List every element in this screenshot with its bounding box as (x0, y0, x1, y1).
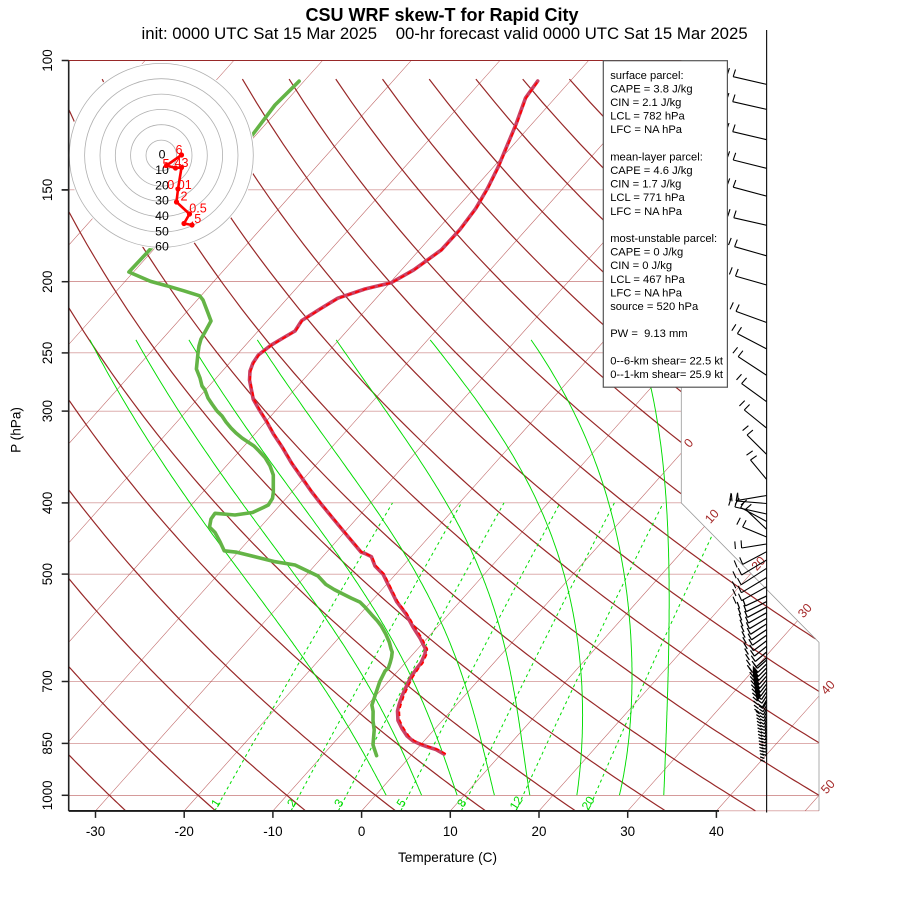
svg-text:43: 43 (174, 156, 188, 170)
svg-text:700: 700 (40, 670, 55, 692)
svg-text:200: 200 (40, 271, 55, 293)
svg-text:most-unstable parcel:: most-unstable parcel: (610, 233, 717, 245)
svg-text:30: 30 (620, 824, 635, 839)
svg-text:PW = 9.13 mm: PW = 9.13 mm (610, 328, 687, 340)
svg-text:-30: -30 (86, 824, 105, 839)
svg-text:mean-layer parcel:: mean-layer parcel: (610, 151, 703, 163)
svg-text:CAPE = 4.6 J/kg: CAPE = 4.6 J/kg (610, 165, 692, 177)
svg-text:0: 0 (358, 824, 365, 839)
svg-text:2: 2 (180, 189, 187, 203)
svg-text:6: 6 (175, 143, 182, 157)
svg-text:P (hPa): P (hPa) (9, 407, 24, 453)
svg-text:40: 40 (155, 209, 169, 223)
svg-text:20: 20 (155, 178, 169, 192)
svg-text:0.5: 0.5 (189, 201, 207, 215)
svg-text:Temperature (C): Temperature (C) (398, 850, 497, 865)
svg-text:1000: 1000 (40, 780, 55, 810)
svg-text:LCL = 771 hPa: LCL = 771 hPa (610, 192, 685, 204)
svg-text:CAPE = 3.8 J/kg: CAPE = 3.8 J/kg (610, 83, 692, 95)
svg-text:60: 60 (155, 240, 169, 254)
svg-text:-20: -20 (175, 824, 194, 839)
svg-text:LFC = NA hPa: LFC = NA hPa (610, 287, 683, 299)
svg-text:50: 50 (155, 224, 169, 238)
svg-text:20: 20 (532, 824, 547, 839)
svg-text:150: 150 (40, 179, 55, 201)
svg-text:10: 10 (443, 824, 458, 839)
svg-text:.5: .5 (191, 212, 202, 226)
svg-text:LFC = NA hPa: LFC = NA hPa (610, 124, 683, 136)
svg-text:30: 30 (155, 194, 169, 208)
svg-text:source = 520 hPa: source = 520 hPa (610, 301, 699, 313)
svg-text:init: 0000 UTC Sat 15 Mar 2025: init: 0000 UTC Sat 15 Mar 2025 00-hr for… (142, 24, 748, 43)
svg-text:CSU WRF skew-T for Rapid City: CSU WRF skew-T for Rapid City (305, 5, 578, 25)
svg-text:250: 250 (40, 342, 55, 364)
svg-text:LCL = 782 hPa: LCL = 782 hPa (610, 111, 685, 123)
svg-text:850: 850 (40, 732, 55, 754)
svg-text:100: 100 (40, 49, 55, 71)
svg-text:-10: -10 (263, 824, 282, 839)
svg-text:CIN = 0 J/kg: CIN = 0 J/kg (610, 260, 672, 272)
svg-text:0--6-km shear= 22.5 kt: 0--6-km shear= 22.5 kt (610, 355, 724, 367)
svg-text:40: 40 (709, 824, 724, 839)
svg-text:CIN = 2.1 J/kg: CIN = 2.1 J/kg (610, 97, 681, 109)
svg-text:500: 500 (40, 563, 55, 585)
svg-text:300: 300 (40, 400, 55, 422)
svg-text:400: 400 (40, 492, 55, 514)
svg-text:LCL = 467 hPa: LCL = 467 hPa (610, 274, 685, 286)
svg-text:0--1-km shear= 25.9 kt: 0--1-km shear= 25.9 kt (610, 369, 724, 381)
svg-text:LFC = NA hPa: LFC = NA hPa (610, 206, 683, 218)
svg-text:CAPE = 0 J/kg: CAPE = 0 J/kg (610, 247, 683, 259)
svg-text:surface parcel:: surface parcel: (610, 70, 683, 82)
svg-text:CIN = 1.7 J/kg: CIN = 1.7 J/kg (610, 179, 681, 191)
svg-text:0: 0 (159, 148, 166, 162)
svg-text:0.01: 0.01 (167, 178, 192, 192)
svg-text:5: 5 (162, 157, 169, 171)
